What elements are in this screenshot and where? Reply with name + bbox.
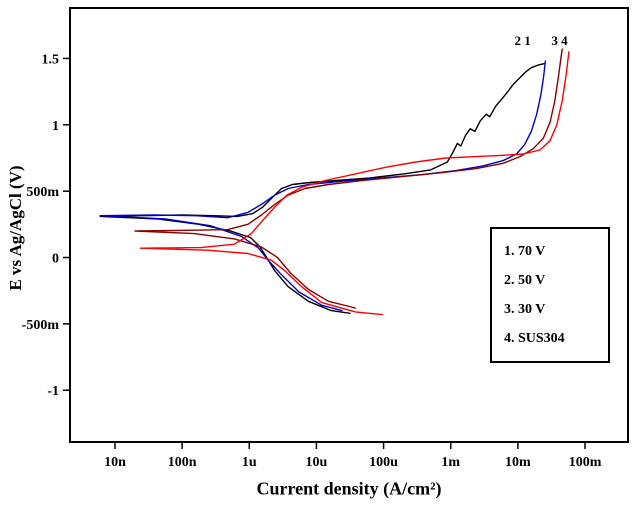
legend-item-3: 3. 30 V [504, 302, 546, 317]
curve-number-annotation: 3 4 [551, 33, 568, 48]
y-tick-label: 0 [52, 252, 59, 267]
x-tick-label: 10m [505, 455, 531, 470]
curve-number-annotation: 2 1 [514, 33, 530, 48]
y-tick-label: -1 [47, 384, 59, 399]
legend-item-1: 1. 70 V [504, 244, 546, 259]
y-tick-label: 1.5 [42, 52, 60, 67]
legend-box: 1. 70 V 2. 50 V 3. 30 V 4. SUS304 [490, 227, 610, 363]
series-line-1 [99, 63, 545, 314]
y-axis-label: E vs Ag/AgCl (V) [6, 165, 25, 291]
x-axis-label: Current density (A/cm²) [256, 478, 442, 499]
y-tick-label: 500m [26, 185, 59, 200]
x-tick-label: 100u [369, 455, 398, 470]
series-line-2 [99, 60, 547, 312]
y-tick-label: -500m [22, 318, 60, 333]
x-tick-label: 1u [242, 455, 257, 470]
x-tick-label: 10u [306, 455, 328, 470]
series-line-4 [139, 51, 570, 316]
axis-box [69, 7, 629, 443]
x-tick-label: 100n [168, 455, 197, 470]
series-line-3 [134, 48, 563, 309]
x-tick-label: 10n [104, 455, 126, 470]
legend-item-2: 2. 50 V [504, 273, 546, 288]
x-tick-label: 1m [441, 455, 460, 470]
x-tick-label: 100m [569, 455, 602, 470]
y-tick-label: 1 [52, 119, 59, 134]
legend-item-4: 4. SUS304 [504, 331, 565, 346]
